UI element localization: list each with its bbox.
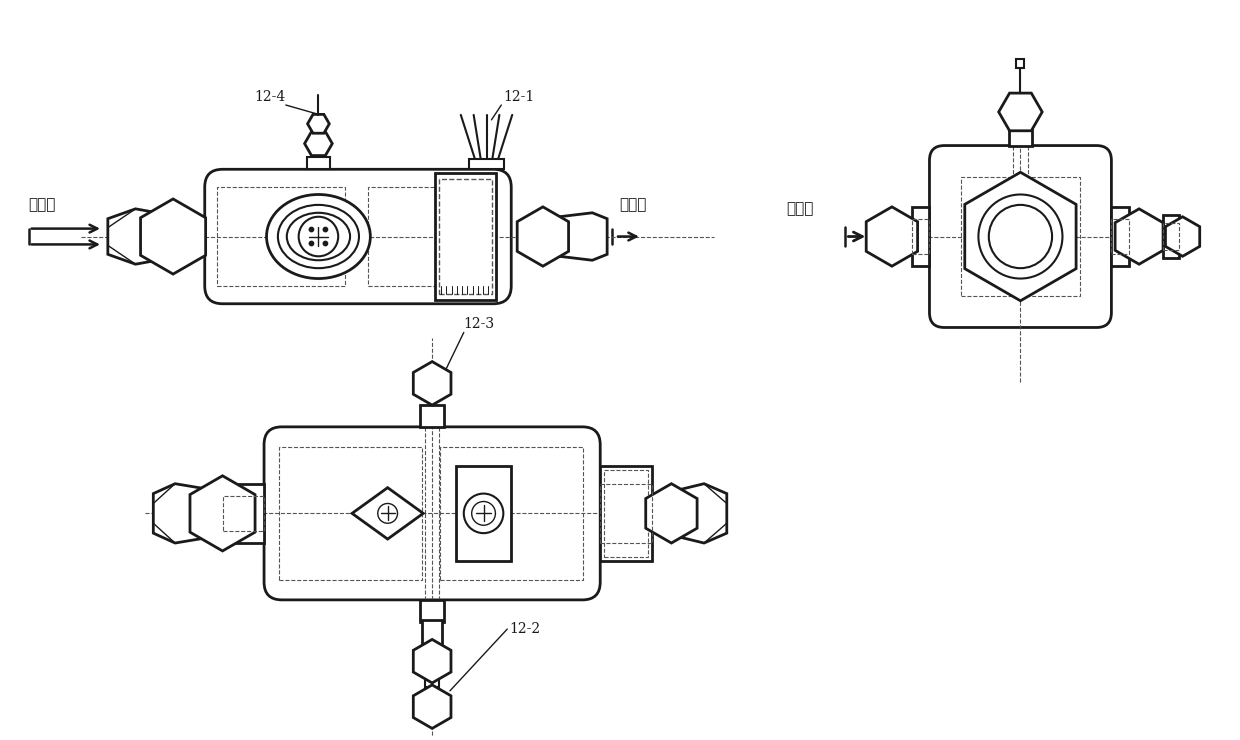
Bar (222, 496, 264, 531)
FancyBboxPatch shape (264, 427, 600, 600)
Polygon shape (1166, 217, 1200, 256)
Text: 12-1: 12-1 (503, 90, 534, 104)
Polygon shape (413, 639, 451, 683)
Bar (420, 405, 444, 427)
Polygon shape (998, 93, 1042, 131)
Bar (1163, 215, 1179, 258)
Polygon shape (1115, 209, 1163, 264)
Polygon shape (140, 199, 206, 274)
Polygon shape (517, 207, 569, 266)
Bar (1008, 128, 1033, 146)
Bar (911, 207, 930, 266)
Bar (600, 466, 652, 561)
Polygon shape (305, 132, 332, 155)
Bar (1111, 207, 1130, 266)
Circle shape (464, 494, 503, 533)
Circle shape (309, 227, 314, 232)
Bar (435, 173, 496, 300)
Polygon shape (308, 115, 330, 133)
Bar (222, 484, 264, 543)
Polygon shape (867, 207, 918, 266)
Ellipse shape (267, 195, 371, 278)
Polygon shape (965, 172, 1076, 300)
Ellipse shape (278, 205, 358, 268)
Text: 12-3: 12-3 (464, 317, 495, 332)
Text: 出油口: 出油口 (786, 201, 813, 216)
Polygon shape (352, 488, 423, 539)
Text: 12-4: 12-4 (254, 90, 285, 104)
Bar (420, 600, 444, 622)
Polygon shape (646, 484, 697, 543)
FancyBboxPatch shape (205, 169, 511, 303)
Bar (368, 187, 486, 286)
Circle shape (309, 241, 314, 246)
Polygon shape (413, 685, 451, 728)
Bar (1017, 58, 1024, 68)
Text: 出油口: 出油口 (619, 198, 646, 212)
Polygon shape (154, 484, 222, 543)
Text: 12-2: 12-2 (510, 622, 541, 636)
Bar (456, 466, 511, 561)
Bar (1111, 219, 1130, 255)
Bar (423, 619, 441, 645)
Ellipse shape (286, 213, 350, 260)
Circle shape (324, 241, 327, 246)
Polygon shape (190, 476, 255, 551)
Bar (911, 219, 930, 255)
FancyBboxPatch shape (930, 146, 1111, 328)
Bar (961, 177, 1080, 296)
Polygon shape (108, 209, 169, 264)
Bar (439, 179, 492, 294)
Polygon shape (543, 213, 608, 260)
Bar (1163, 223, 1179, 250)
Bar (600, 484, 652, 543)
Bar (469, 159, 505, 169)
Circle shape (299, 217, 339, 256)
Bar (279, 447, 423, 580)
Bar (217, 187, 345, 286)
Circle shape (324, 227, 327, 232)
Bar (425, 659, 439, 687)
Polygon shape (671, 484, 727, 543)
Bar (440, 447, 583, 580)
Text: 进油口: 进油口 (29, 198, 56, 212)
Bar (604, 470, 647, 557)
Bar (306, 158, 330, 169)
Polygon shape (413, 362, 451, 405)
